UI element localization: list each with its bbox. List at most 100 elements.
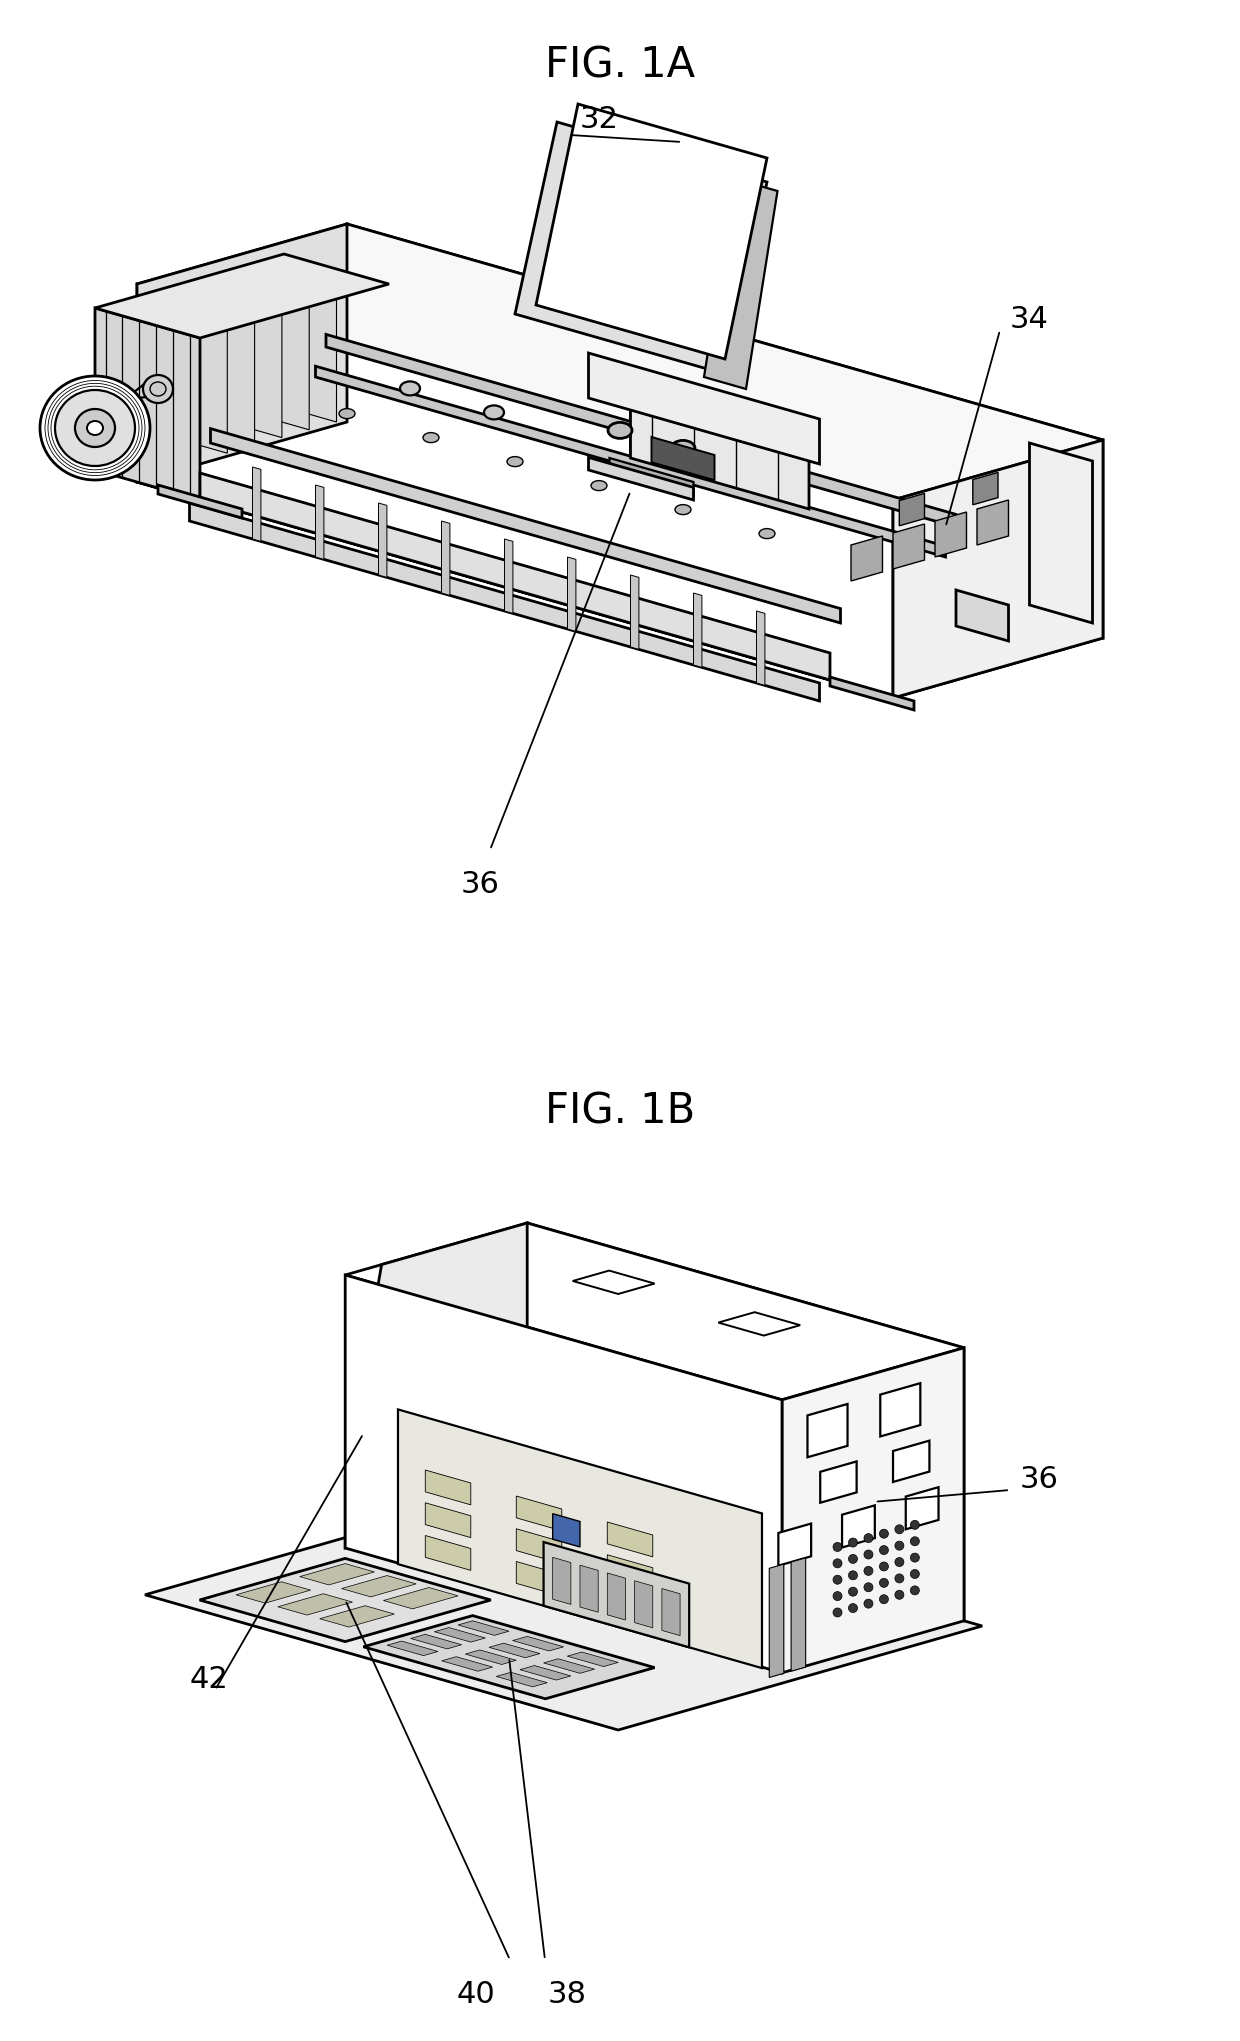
Text: 40: 40 bbox=[456, 1980, 495, 2008]
Polygon shape bbox=[630, 410, 808, 508]
Polygon shape bbox=[136, 225, 347, 482]
Polygon shape bbox=[977, 500, 1008, 545]
Polygon shape bbox=[630, 576, 639, 649]
Ellipse shape bbox=[143, 376, 174, 402]
Circle shape bbox=[848, 1539, 858, 1547]
Polygon shape bbox=[543, 1543, 689, 1647]
Polygon shape bbox=[141, 316, 172, 469]
Circle shape bbox=[879, 1529, 888, 1539]
Polygon shape bbox=[489, 1643, 539, 1657]
Polygon shape bbox=[157, 486, 242, 518]
Circle shape bbox=[910, 1537, 919, 1545]
Polygon shape bbox=[250, 284, 281, 437]
Polygon shape bbox=[315, 365, 945, 557]
Polygon shape bbox=[893, 441, 1104, 698]
Circle shape bbox=[833, 1543, 842, 1551]
Polygon shape bbox=[516, 1561, 562, 1596]
Ellipse shape bbox=[423, 433, 439, 443]
Polygon shape bbox=[278, 1594, 352, 1614]
Polygon shape bbox=[326, 335, 956, 527]
Polygon shape bbox=[95, 253, 389, 339]
Polygon shape bbox=[704, 180, 777, 390]
Circle shape bbox=[895, 1574, 904, 1584]
Polygon shape bbox=[363, 1616, 655, 1698]
Text: 34: 34 bbox=[1011, 306, 1049, 335]
Polygon shape bbox=[630, 404, 735, 486]
Polygon shape bbox=[345, 1223, 527, 1547]
Circle shape bbox=[833, 1559, 842, 1567]
Polygon shape bbox=[383, 1588, 458, 1608]
Polygon shape bbox=[200, 1559, 491, 1641]
Polygon shape bbox=[200, 474, 830, 680]
Ellipse shape bbox=[484, 406, 503, 418]
Polygon shape bbox=[973, 471, 998, 504]
Circle shape bbox=[879, 1561, 888, 1572]
Polygon shape bbox=[589, 457, 693, 500]
Polygon shape bbox=[515, 122, 768, 374]
Polygon shape bbox=[580, 1565, 598, 1612]
Polygon shape bbox=[693, 594, 702, 667]
Ellipse shape bbox=[671, 441, 694, 457]
Polygon shape bbox=[651, 437, 714, 480]
Polygon shape bbox=[851, 537, 883, 582]
Polygon shape bbox=[278, 278, 309, 431]
Polygon shape bbox=[320, 1606, 394, 1627]
Polygon shape bbox=[893, 1441, 930, 1482]
Circle shape bbox=[895, 1541, 904, 1551]
Polygon shape bbox=[516, 1496, 562, 1531]
Polygon shape bbox=[95, 308, 200, 500]
Polygon shape bbox=[905, 1488, 939, 1529]
Polygon shape bbox=[345, 1223, 963, 1400]
Ellipse shape bbox=[608, 422, 632, 439]
Text: FIG. 1B: FIG. 1B bbox=[544, 1090, 696, 1133]
Polygon shape bbox=[820, 1461, 857, 1502]
Ellipse shape bbox=[401, 382, 420, 396]
Ellipse shape bbox=[591, 480, 608, 490]
Circle shape bbox=[864, 1582, 873, 1592]
Ellipse shape bbox=[74, 408, 115, 447]
Polygon shape bbox=[425, 1470, 471, 1504]
Polygon shape bbox=[516, 1529, 562, 1563]
Polygon shape bbox=[315, 486, 324, 559]
Polygon shape bbox=[378, 502, 387, 578]
Circle shape bbox=[895, 1557, 904, 1567]
Polygon shape bbox=[608, 1555, 652, 1590]
Polygon shape bbox=[543, 1659, 594, 1674]
Ellipse shape bbox=[675, 504, 691, 514]
Polygon shape bbox=[935, 512, 966, 557]
Polygon shape bbox=[434, 1627, 485, 1643]
Circle shape bbox=[848, 1588, 858, 1596]
Circle shape bbox=[864, 1600, 873, 1608]
Polygon shape bbox=[169, 308, 200, 461]
Polygon shape bbox=[305, 269, 336, 422]
Polygon shape bbox=[458, 1621, 508, 1635]
Polygon shape bbox=[589, 353, 820, 463]
Polygon shape bbox=[505, 539, 513, 614]
Polygon shape bbox=[508, 1437, 527, 1496]
Ellipse shape bbox=[87, 420, 103, 435]
Polygon shape bbox=[791, 1557, 806, 1672]
Polygon shape bbox=[830, 678, 914, 710]
Polygon shape bbox=[536, 104, 768, 359]
Circle shape bbox=[910, 1570, 919, 1578]
Ellipse shape bbox=[759, 529, 775, 539]
Circle shape bbox=[833, 1608, 842, 1616]
Polygon shape bbox=[410, 1635, 461, 1649]
Circle shape bbox=[833, 1592, 842, 1600]
Circle shape bbox=[879, 1578, 888, 1588]
Circle shape bbox=[895, 1590, 904, 1600]
Polygon shape bbox=[136, 284, 893, 698]
Ellipse shape bbox=[507, 457, 523, 467]
Circle shape bbox=[879, 1594, 888, 1604]
Polygon shape bbox=[465, 1649, 516, 1665]
Polygon shape bbox=[520, 1665, 570, 1680]
Polygon shape bbox=[496, 1672, 547, 1686]
Polygon shape bbox=[842, 1506, 875, 1547]
Polygon shape bbox=[779, 1523, 811, 1565]
Polygon shape bbox=[782, 1347, 963, 1674]
Polygon shape bbox=[190, 502, 820, 700]
Circle shape bbox=[864, 1549, 873, 1559]
Polygon shape bbox=[880, 1384, 920, 1437]
Circle shape bbox=[864, 1533, 873, 1543]
Polygon shape bbox=[1029, 443, 1092, 623]
